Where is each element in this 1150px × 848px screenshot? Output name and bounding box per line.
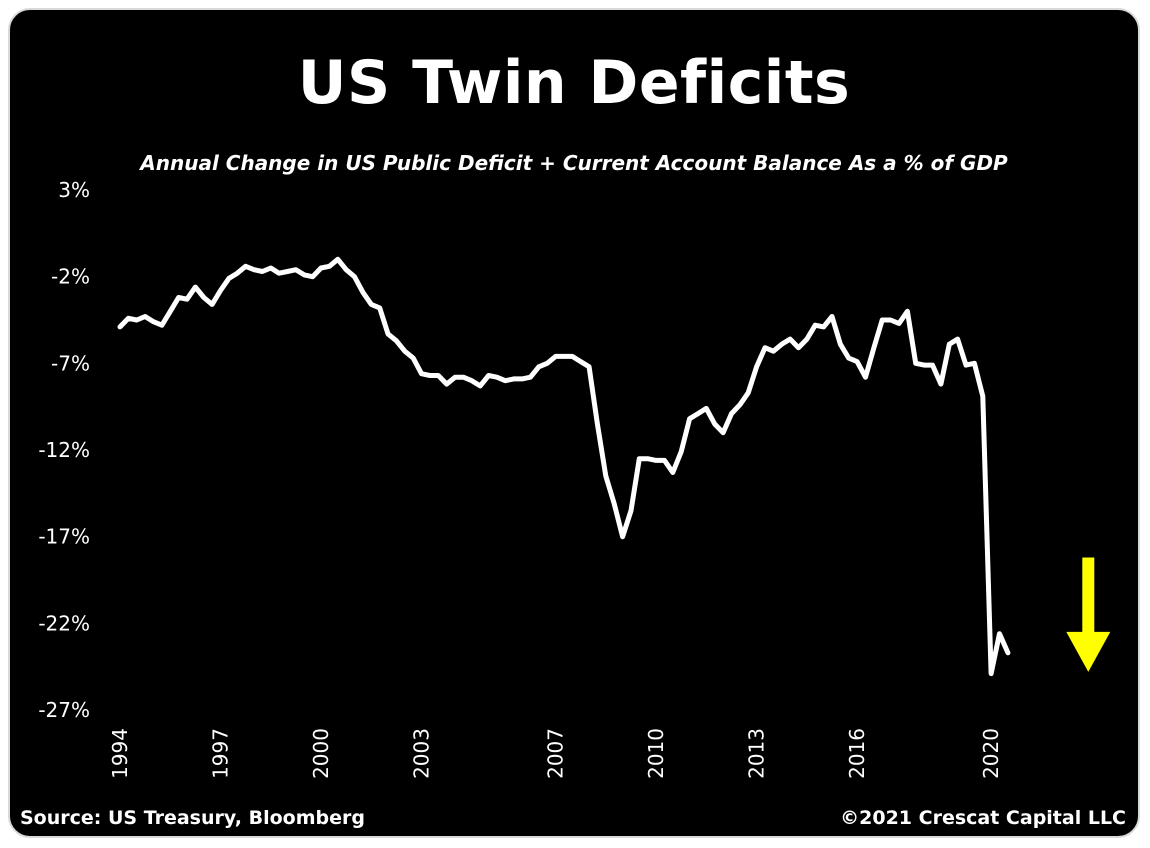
x-axis-ticks: 1994 1997 2000 2003 2007 2010 2013 2016 2020 xyxy=(108,728,1003,779)
series-line xyxy=(117,256,1011,677)
copyright-note: ©2021 Crescat Capital LLC xyxy=(840,807,1126,829)
y-tick-label: -22% xyxy=(38,611,90,635)
chart-subtitle: Annual Change in US Public Deficit + Cur… xyxy=(140,151,1008,175)
y-tick-label: -17% xyxy=(38,525,90,549)
x-tick-label: 2000 xyxy=(309,728,333,779)
x-tick-label: 2020 xyxy=(979,728,1003,779)
y-axis-ticks: 3% -2% -7% -12% -17% -22% -27% xyxy=(38,178,90,722)
x-tick-label: 2016 xyxy=(845,728,869,779)
source-note: Source: US Treasury, Bloomberg xyxy=(20,807,365,829)
y-tick-label: -27% xyxy=(38,698,90,722)
x-tick-label: 2007 xyxy=(544,728,568,779)
x-tick-label: 1994 xyxy=(108,728,132,779)
chart-series xyxy=(117,256,1011,677)
y-tick-label: -12% xyxy=(38,438,90,462)
x-tick-label: 2010 xyxy=(644,728,668,779)
y-tick-label: -7% xyxy=(51,351,90,375)
y-tick-label: -2% xyxy=(51,265,90,289)
x-tick-label: 1997 xyxy=(209,728,233,779)
x-tick-label: 2003 xyxy=(410,728,434,779)
down-arrow-icon xyxy=(1066,557,1111,672)
chart-frame: US Twin Deficits Annual Change in US Pub… xyxy=(8,8,1140,838)
chart-title: US Twin Deficits xyxy=(297,48,851,118)
y-tick-label: 3% xyxy=(58,178,90,202)
x-tick-label: 2013 xyxy=(745,728,769,779)
chart-plot: 3% -2% -7% -12% -17% -22% -27% 1994 1997 2000 200… xyxy=(38,178,1111,779)
chart-annotations xyxy=(1066,557,1111,672)
